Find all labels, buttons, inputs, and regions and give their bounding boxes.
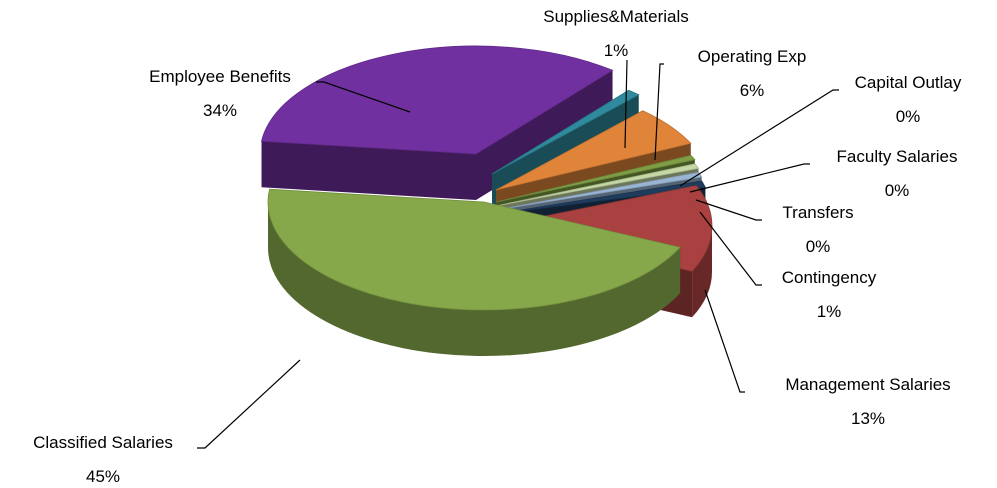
slice-label-operating-exp: Operating Exp	[698, 47, 807, 66]
leader-line-capital-outlay	[680, 90, 839, 186]
slice-label-transfers: Transfers	[782, 203, 853, 222]
slice-percent-faculty-salaries: 0%	[885, 181, 910, 200]
slice-percent-transfers: 0%	[806, 237, 831, 256]
leader-line-classified-salaries	[197, 360, 300, 448]
slice-percent-contingency: 1%	[817, 302, 842, 321]
slice-percent-employee-benefits: 34%	[203, 101, 237, 120]
slice-label-supplies-materials: Supplies&Materials	[543, 7, 689, 26]
slice-label-classified-salaries: Classified Salaries	[33, 433, 173, 452]
slice-percent-capital-outlay: 0%	[896, 107, 921, 126]
slice-percent-classified-salaries: 45%	[86, 467, 120, 483]
slice-percent-supplies-materials: 1%	[604, 41, 629, 60]
slice-percent-operating-exp: 6%	[740, 81, 765, 100]
slice-label-faculty-salaries: Faculty Salaries	[837, 147, 958, 166]
leader-line-management-salaries	[705, 290, 745, 392]
slice-label-management-salaries: Management Salaries	[785, 375, 950, 394]
slice-percent-management-salaries: 13%	[851, 409, 885, 428]
slice-label-contingency: Contingency	[782, 268, 877, 287]
slice-label-employee-benefits: Employee Benefits	[149, 67, 291, 86]
slice-label-capital-outlay: Capital Outlay	[855, 73, 962, 92]
